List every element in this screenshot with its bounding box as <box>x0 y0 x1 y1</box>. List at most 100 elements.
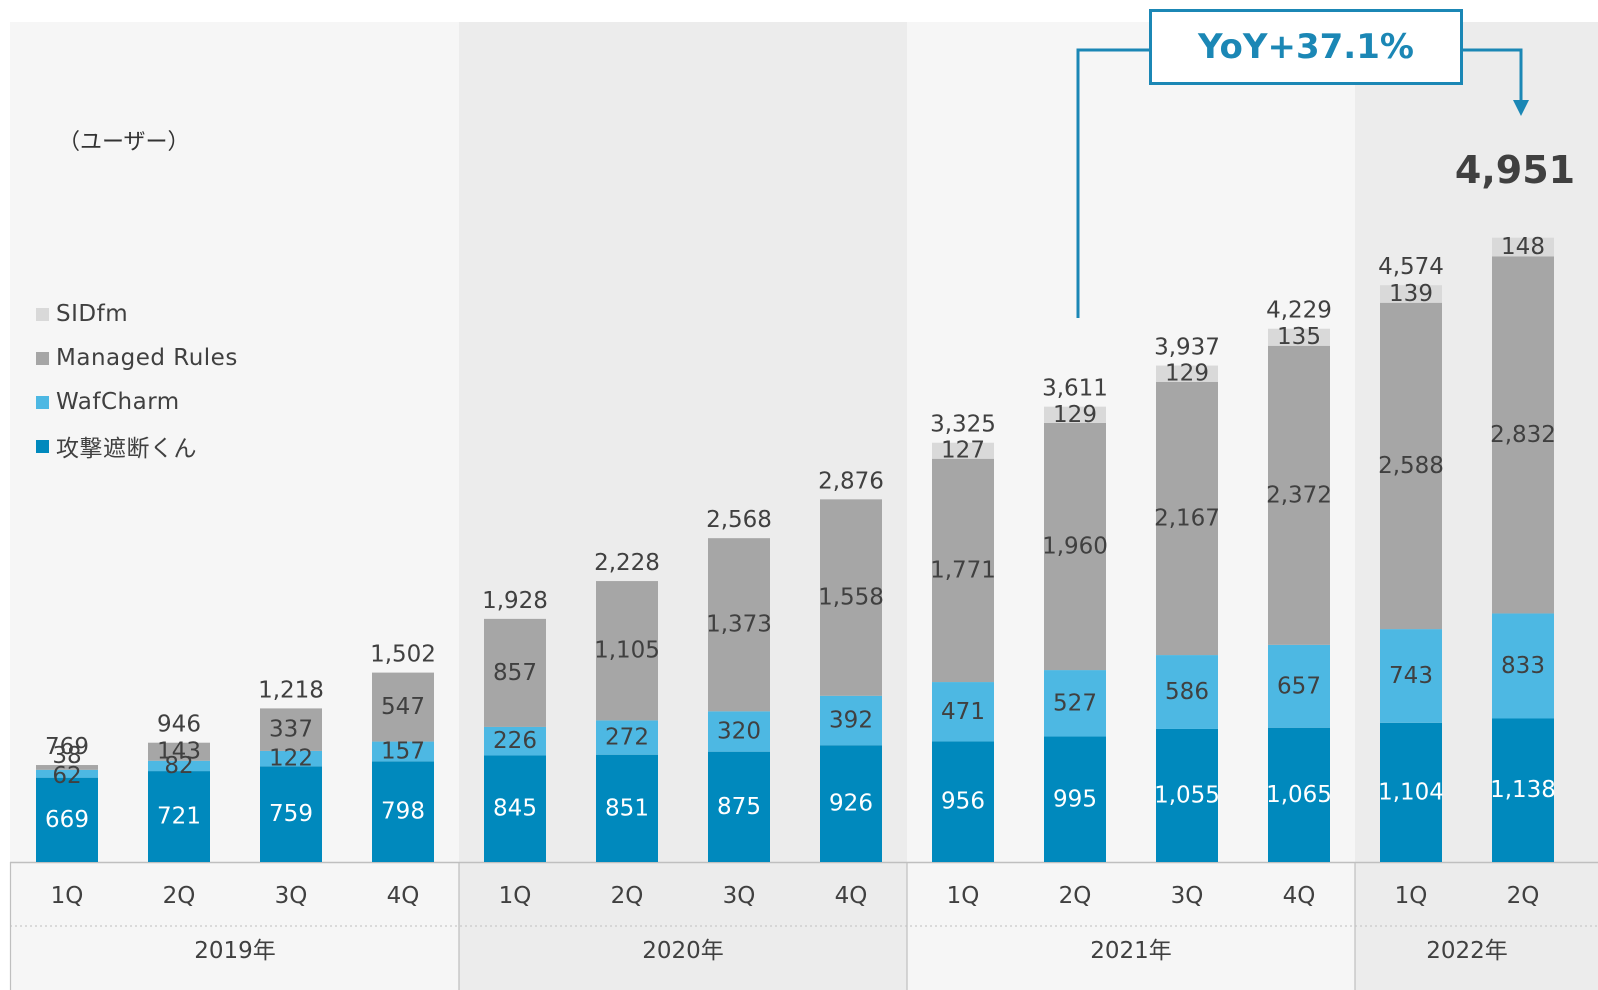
bar-segment-wafcharm <box>36 769 98 778</box>
bar-total-label: 4,229 <box>1266 298 1332 324</box>
bar-value-label: 547 <box>381 694 425 720</box>
bar-value-label: 1,960 <box>1042 533 1108 559</box>
bar-value-label: 669 <box>45 807 89 833</box>
bar-total-label: 4,951 <box>1455 148 1575 192</box>
bar-segment-managed-rules <box>1268 345 1330 645</box>
yoy-callout-box: YoY+37.1% <box>1149 9 1463 85</box>
bar-segment-managed-rules <box>596 581 658 721</box>
bar-segment-kougeki <box>1044 736 1106 862</box>
bar-total-label: 1,928 <box>482 588 548 614</box>
bar-segment-sidfm <box>1156 365 1218 382</box>
legend-swatch-kougeki <box>36 439 49 453</box>
bar-total-label: 1,218 <box>258 677 324 703</box>
bar-value-label: 995 <box>1053 786 1097 812</box>
bar-segment-managed-rules <box>484 618 546 727</box>
bar-segment-sidfm <box>1380 285 1442 303</box>
year-group-label: 2022年 <box>1426 938 1508 964</box>
bar-segment-kougeki <box>1156 728 1218 862</box>
bar-segment-wafcharm <box>148 760 210 772</box>
bar-value-label: 743 <box>1389 663 1433 689</box>
category-tick-label: 1Q <box>51 883 84 909</box>
bar-segment-wafcharm <box>820 695 882 746</box>
bar-segment-kougeki <box>1268 727 1330 862</box>
bar-segment-kougeki <box>484 755 546 862</box>
bar-value-label: 122 <box>269 746 313 772</box>
bar-value-label: 129 <box>1165 361 1209 387</box>
bar-value-label: 1,104 <box>1378 779 1444 805</box>
bar-segment-kougeki <box>1492 718 1554 862</box>
legend-label: 攻撃遮断くん <box>56 436 197 462</box>
bar-value-label: 82 <box>164 753 193 779</box>
bar-value-label: 143 <box>157 739 201 765</box>
bar-segment-managed-rules <box>260 708 322 751</box>
bar-value-label: 845 <box>493 796 537 822</box>
category-tick-label: 2Q <box>611 883 644 909</box>
category-tick-label: 1Q <box>947 883 980 909</box>
bar-value-label: 875 <box>717 794 761 820</box>
bar-value-label: 956 <box>941 789 985 815</box>
yoy-connector-right <box>1463 48 1523 100</box>
bar-value-label: 129 <box>1053 402 1097 428</box>
bar-value-label: 272 <box>605 725 649 751</box>
bar-segment-sidfm <box>1044 406 1106 423</box>
category-tick-label: 2Q <box>163 883 196 909</box>
bar-value-label: 798 <box>381 799 425 825</box>
category-tick-label: 1Q <box>1395 883 1428 909</box>
bar-value-label: 1,065 <box>1266 782 1332 808</box>
year-group-label: 2020年 <box>642 938 724 964</box>
bar-segment-managed-rules <box>1492 256 1554 614</box>
bar-segment-sidfm <box>1268 328 1330 346</box>
bar-segment-sidfm <box>932 442 994 459</box>
bar-segment-kougeki <box>596 754 658 862</box>
bar-total-label: 2,568 <box>706 507 772 533</box>
bar-value-label: 657 <box>1277 673 1321 699</box>
bar-segment-managed-rules <box>36 765 98 770</box>
category-tick-label: 3Q <box>1171 883 1204 909</box>
bar-value-label: 1,771 <box>930 557 996 583</box>
bar-value-label: 527 <box>1053 690 1097 716</box>
legend-item-sidfm: SIDfm <box>36 292 238 336</box>
bar-segment-managed-rules <box>820 499 882 696</box>
category-tick-label: 3Q <box>723 883 756 909</box>
legend-label: WafCharm <box>56 389 180 415</box>
bar-value-label: 857 <box>493 660 537 686</box>
bar-value-label: 721 <box>157 804 201 830</box>
bar-segment-managed-rules <box>932 458 994 683</box>
bar-segment-wafcharm <box>1268 644 1330 728</box>
bar-value-label: 127 <box>941 438 985 464</box>
bar-segment-wafcharm <box>484 726 546 756</box>
category-tick-label: 4Q <box>835 883 868 909</box>
bar-value-label: 157 <box>381 738 425 764</box>
legend-label: SIDfm <box>56 301 129 327</box>
bar-value-label: 1,373 <box>706 612 772 638</box>
bar-segment-kougeki <box>260 766 322 862</box>
legend: SIDfm Managed Rules WafCharm 攻撃遮断くん <box>36 292 238 468</box>
bar-value-label: 1,055 <box>1154 782 1220 808</box>
bar-segment-managed-rules <box>1044 422 1106 671</box>
legend-swatch-managed-rules <box>36 351 49 365</box>
bar-segment-kougeki <box>932 741 994 862</box>
legend-item-kougeki: 攻撃遮断くん <box>36 424 238 468</box>
bar-value-label: 1,138 <box>1490 777 1556 803</box>
category-tick-label: 4Q <box>1283 883 1316 909</box>
bar-total-label: 1,502 <box>370 642 436 668</box>
category-tick-label: 3Q <box>275 883 308 909</box>
category-tick-label: 4Q <box>387 883 420 909</box>
bar-total-label: 4,574 <box>1378 254 1444 280</box>
bar-segment-managed-rules <box>372 672 434 742</box>
bar-segment-wafcharm <box>932 682 994 742</box>
bar-value-label: 135 <box>1277 324 1321 350</box>
bar-value-label: 1,558 <box>818 585 884 611</box>
bar-segment-managed-rules <box>1156 381 1218 656</box>
bar-value-label: 2,832 <box>1490 422 1556 448</box>
bar-segment-sidfm <box>1492 237 1554 257</box>
bar-total-label: 2,876 <box>818 468 884 494</box>
yoy-callout-text: YoY+37.1% <box>1198 27 1414 67</box>
legend-swatch-sidfm <box>36 307 49 321</box>
bar-total-label: 3,325 <box>930 412 996 438</box>
bar-value-label: 2,167 <box>1154 505 1220 531</box>
bar-value-label: 2,588 <box>1378 453 1444 479</box>
legend-item-managed-rules: Managed Rules <box>36 336 238 380</box>
unit-label: （ユーザー） <box>58 130 190 155</box>
bar-segment-wafcharm <box>1156 655 1218 729</box>
